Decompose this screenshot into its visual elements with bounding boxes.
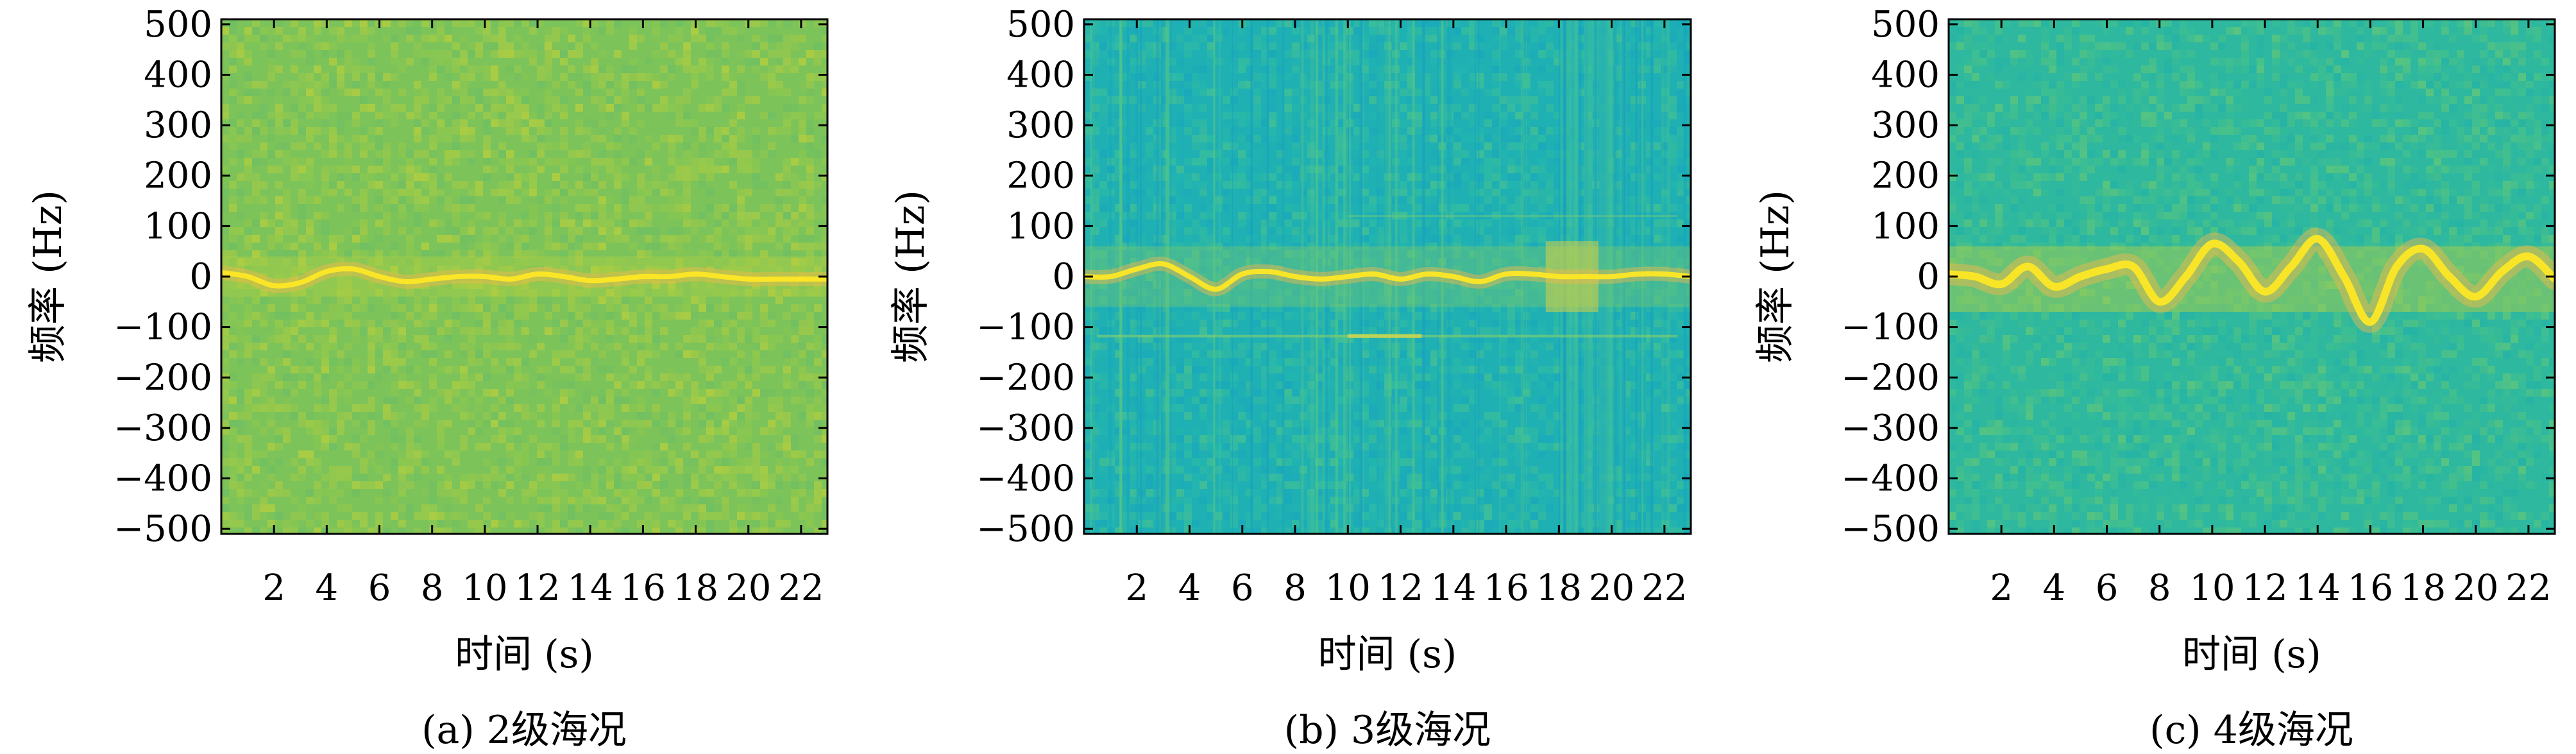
y-tick-label: 400: [1006, 54, 1075, 96]
x-tick-label: 10: [2189, 567, 2235, 609]
y-tick-label: −400: [1841, 458, 1940, 500]
y-tick-label: 300: [1871, 105, 1940, 146]
x-tick-label: 8: [1284, 567, 1307, 609]
y-tick-label: −400: [976, 458, 1075, 500]
x-tick-label: 6: [2096, 567, 2119, 609]
x-tick-label: 12: [514, 567, 560, 609]
y-tick-label: −300: [114, 407, 212, 449]
panel-caption: (b) 3级海况: [1284, 708, 1491, 753]
doppler-ridge: [1949, 235, 2555, 326]
doppler-ridge: [221, 266, 827, 289]
x-tick-label: 4: [1178, 567, 1201, 609]
x-tick-label: 12: [2242, 567, 2287, 609]
panel-caption: (a) 2级海况: [421, 708, 627, 753]
y-tick-label: −500: [114, 508, 212, 550]
y-tick-label: −300: [1841, 407, 1940, 449]
x-tick-label: 2: [1125, 567, 1148, 609]
x-axis-label: 时间 (s): [1318, 632, 1457, 677]
y-tick-label: 200: [1006, 155, 1075, 197]
y-tick-label: 500: [1006, 4, 1075, 46]
x-tick-label: 18: [1536, 567, 1582, 609]
panel-2: 500 400 300 200 100 0 −100 −200 −300 −400 −500 2 4 6 8…: [888, 4, 1692, 753]
x-tick-label: 22: [778, 567, 824, 609]
y-tick-label: 300: [1006, 105, 1075, 146]
y-tick-label: −100: [114, 307, 212, 348]
x-tick-label: 14: [1430, 567, 1476, 609]
y-tick-label: 200: [1871, 155, 1940, 197]
y-axis-label: 频率 (Hz): [26, 190, 71, 363]
y-tick-label: 200: [144, 155, 212, 197]
heatmap-area: [1949, 19, 2555, 534]
x-tick-label: 18: [2400, 567, 2446, 609]
y-tick-label: 300: [144, 105, 212, 146]
x-tick-label: 16: [2348, 567, 2393, 609]
y-tick-label: −200: [114, 357, 212, 398]
y-tick-label: −500: [976, 508, 1075, 550]
x-tick-label: 10: [1325, 567, 1371, 609]
y-tick-label: 0: [1052, 256, 1075, 298]
y-tick-label: −200: [976, 357, 1075, 398]
x-tick-label: 8: [421, 567, 444, 609]
x-tick-label: 10: [462, 567, 507, 609]
heatmap-area: [1084, 19, 1691, 534]
y-tick-label: 0: [1917, 256, 1940, 298]
x-tick-label: 14: [568, 567, 613, 609]
x-tick-label: 8: [2148, 567, 2171, 609]
y-tick-label: 100: [144, 205, 212, 247]
y-tick-label: 100: [1871, 205, 1940, 247]
panel-caption: (c) 4级海况: [2149, 708, 2353, 753]
y-tick-label: 500: [1871, 4, 1940, 46]
y-tick-label: 0: [189, 256, 212, 298]
y-tick-label: −300: [976, 407, 1075, 449]
heatmap-noise: [1949, 19, 2555, 534]
heatmap-noise: [221, 19, 827, 534]
y-tick-label: −500: [1841, 508, 1940, 550]
y-tick-label: 400: [144, 54, 212, 96]
x-axis-label: 时间 (s): [2182, 632, 2321, 677]
doppler-ridge: [1084, 261, 1691, 292]
x-tick-label: 4: [2043, 567, 2066, 609]
x-tick-label: 4: [316, 567, 339, 609]
y-tick-label: −200: [1841, 357, 1940, 398]
x-tick-label: 20: [2453, 567, 2498, 609]
x-tick-label: 20: [725, 567, 771, 609]
x-tick-label: 16: [620, 567, 666, 609]
heatmap-area: [221, 19, 827, 534]
y-tick-label: 100: [1006, 205, 1075, 247]
x-tick-label: 2: [1990, 567, 2013, 609]
x-tick-label: 20: [1589, 567, 1634, 609]
x-tick-label: 22: [1641, 567, 1687, 609]
x-tick-label: 6: [1231, 567, 1254, 609]
x-tick-label: 6: [368, 567, 391, 609]
x-tick-label: 12: [1378, 567, 1423, 609]
y-tick-label: −400: [114, 458, 212, 500]
y-axis-label: 频率 (Hz): [1753, 190, 1798, 363]
y-tick-label: −100: [976, 307, 1075, 348]
panel-1: 500 400 300 200 100 0 −100 −200 −300 −400 −500 2 4 6 8…: [26, 4, 829, 753]
x-tick-label: 16: [1483, 567, 1529, 609]
y-tick-label: 500: [144, 4, 212, 46]
x-tick-label: 2: [262, 567, 285, 609]
y-tick-label: −100: [1841, 307, 1940, 348]
y-axis-label: 频率 (Hz): [888, 190, 933, 363]
y-tick-label: 400: [1871, 54, 1940, 96]
x-tick-label: 18: [673, 567, 718, 609]
panel-3: 500 400 300 200 100 0 −100 −200 −300 −400 −500 2 4 6 8…: [1753, 4, 2556, 753]
x-tick-label: 14: [2295, 567, 2341, 609]
x-axis-label: 时间 (s): [455, 632, 594, 677]
x-tick-label: 22: [2505, 567, 2551, 609]
